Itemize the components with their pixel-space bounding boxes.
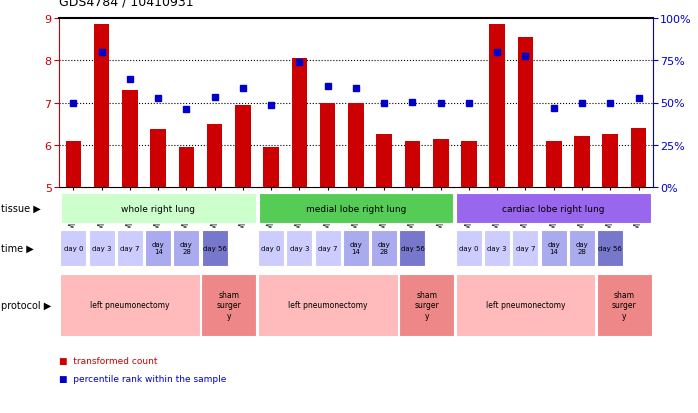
- Bar: [456, 194, 651, 223]
- Text: day 3: day 3: [92, 245, 112, 251]
- Bar: [546, 141, 561, 188]
- Bar: [202, 274, 256, 336]
- Text: day 7: day 7: [318, 245, 337, 251]
- Bar: [117, 230, 143, 266]
- Bar: [433, 139, 449, 188]
- Bar: [179, 148, 194, 188]
- Bar: [151, 130, 166, 188]
- Text: left pneumonectomy: left pneumonectomy: [486, 301, 565, 309]
- Text: day 56: day 56: [203, 245, 227, 251]
- Bar: [174, 230, 200, 266]
- Bar: [61, 194, 255, 223]
- Bar: [315, 230, 341, 266]
- Text: day
28: day 28: [180, 242, 193, 255]
- Bar: [456, 274, 595, 336]
- Bar: [512, 230, 538, 266]
- Text: ■  transformed count: ■ transformed count: [59, 356, 158, 365]
- Text: day 0: day 0: [459, 245, 479, 251]
- Bar: [258, 194, 454, 223]
- Text: day 56: day 56: [598, 245, 622, 251]
- Bar: [371, 230, 397, 266]
- Bar: [122, 90, 138, 188]
- Bar: [258, 230, 284, 266]
- Bar: [456, 230, 482, 266]
- Text: day 3: day 3: [487, 245, 507, 251]
- Bar: [405, 141, 420, 188]
- Bar: [61, 230, 87, 266]
- Bar: [484, 230, 510, 266]
- Bar: [602, 135, 618, 188]
- Bar: [489, 25, 505, 188]
- Bar: [202, 230, 228, 266]
- Text: sham
surger
y: sham surger y: [612, 290, 637, 320]
- Text: day
14: day 14: [152, 242, 165, 255]
- Text: day 0: day 0: [262, 245, 281, 251]
- Bar: [348, 103, 364, 188]
- Bar: [461, 141, 477, 188]
- Text: left pneumonectomy: left pneumonectomy: [90, 301, 170, 309]
- Bar: [263, 148, 279, 188]
- Bar: [60, 274, 200, 336]
- Text: left pneumonectomy: left pneumonectomy: [288, 301, 367, 309]
- Bar: [518, 38, 533, 188]
- Bar: [207, 124, 223, 188]
- Text: GDS4784 / 10410931: GDS4784 / 10410931: [59, 0, 194, 8]
- Text: whole right lung: whole right lung: [121, 204, 195, 213]
- Text: protocol ▶: protocol ▶: [1, 300, 52, 310]
- Bar: [320, 103, 336, 188]
- Bar: [399, 230, 426, 266]
- Text: day 7: day 7: [120, 245, 140, 251]
- Text: day
14: day 14: [350, 242, 362, 255]
- Text: day
28: day 28: [378, 242, 391, 255]
- Text: day 3: day 3: [290, 245, 309, 251]
- Bar: [631, 128, 646, 188]
- Bar: [569, 230, 595, 266]
- Bar: [597, 230, 623, 266]
- Text: tissue ▶: tissue ▶: [1, 204, 41, 214]
- Text: sham
surger
y: sham surger y: [216, 290, 242, 320]
- Bar: [343, 230, 369, 266]
- Bar: [235, 105, 251, 188]
- Bar: [66, 141, 81, 188]
- Text: cardiac lobe right lung: cardiac lobe right lung: [503, 204, 605, 213]
- Text: time ▶: time ▶: [1, 243, 34, 253]
- Bar: [292, 59, 307, 188]
- Text: medial lobe right lung: medial lobe right lung: [306, 204, 406, 213]
- Bar: [89, 230, 114, 266]
- Text: day 7: day 7: [516, 245, 535, 251]
- Text: sham
surger
y: sham surger y: [414, 290, 439, 320]
- Bar: [258, 274, 397, 336]
- Bar: [376, 135, 392, 188]
- Bar: [145, 230, 171, 266]
- Bar: [574, 137, 590, 188]
- Bar: [399, 274, 454, 336]
- Text: day
28: day 28: [576, 242, 588, 255]
- Text: day 0: day 0: [64, 245, 83, 251]
- Text: day 56: day 56: [401, 245, 424, 251]
- Bar: [597, 274, 652, 336]
- Bar: [541, 230, 567, 266]
- Bar: [286, 230, 313, 266]
- Bar: [94, 25, 110, 188]
- Text: ■  percentile rank within the sample: ■ percentile rank within the sample: [59, 375, 227, 383]
- Text: day
14: day 14: [547, 242, 560, 255]
